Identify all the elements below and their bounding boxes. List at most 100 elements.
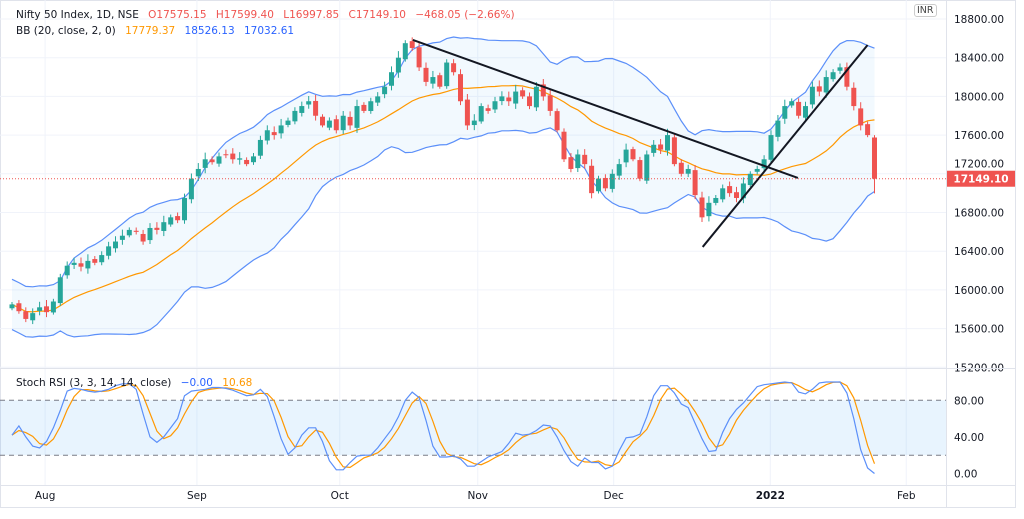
bb-label: BB (20, close, 2, 0) (16, 25, 116, 37)
candle-body (154, 227, 160, 230)
candle-body (161, 222, 167, 231)
candle (754, 165, 760, 175)
candle-body (216, 156, 222, 164)
stoch-d-line (11, 381, 876, 469)
time-axis-label: Nov (468, 490, 489, 502)
candle (713, 194, 719, 206)
symbol-legend: Nifty 50 Index, 1D, NSE O17575.15 H17599… (16, 9, 521, 21)
candle-body (92, 259, 98, 263)
stoch-rsi-pane[interactable] (0, 381, 946, 474)
candle-body (409, 41, 415, 49)
candle-body (340, 115, 346, 131)
candle-body (858, 108, 864, 126)
bb-upper-value: 18526.13 (184, 25, 235, 37)
candle (740, 177, 746, 204)
stoch-label: Stoch RSI (3, 3, 14, 14, close) (16, 377, 172, 389)
candle (727, 181, 733, 197)
candle-body (478, 106, 484, 122)
candle (209, 156, 215, 165)
candle (375, 92, 381, 106)
candle-body (44, 306, 49, 313)
candle-body (761, 159, 767, 169)
candle-body (589, 165, 595, 194)
candle-body (596, 178, 601, 192)
candle-body (99, 255, 105, 263)
candle-body (658, 144, 664, 150)
candle-body (816, 86, 822, 92)
candle-body (692, 170, 698, 196)
last-price-label: 17149.10 (953, 174, 1008, 186)
price-pane[interactable] (0, 36, 946, 338)
candle (616, 158, 622, 180)
candle (520, 87, 526, 99)
candle-body (209, 159, 215, 163)
candle (692, 165, 698, 200)
candle-body (837, 67, 843, 71)
candle (789, 98, 795, 108)
bb-lower-value: 17032.61 (243, 25, 295, 37)
candle (271, 126, 277, 140)
candle (816, 80, 822, 97)
candle (533, 82, 539, 112)
candle-body (554, 111, 560, 131)
candle (499, 91, 505, 106)
candle-body (575, 154, 581, 169)
candle (464, 93, 470, 130)
price-axis-label: 16000.00 (954, 285, 1004, 297)
bb-lower-line (11, 127, 875, 338)
candle (113, 236, 118, 253)
candle-body (527, 96, 532, 107)
price-axis-label: 18800.00 (954, 14, 1004, 26)
candle (651, 140, 657, 157)
candle (685, 164, 691, 178)
candle (720, 184, 726, 203)
candle-body (444, 62, 450, 87)
candle-body (471, 120, 477, 126)
candle-body (195, 168, 201, 177)
candle (119, 229, 125, 245)
candle (313, 94, 319, 121)
candle (430, 70, 436, 89)
candle (540, 78, 546, 101)
candle (195, 163, 201, 182)
candle (299, 101, 305, 117)
candle (485, 104, 491, 114)
candle-body (85, 260, 91, 269)
candle-body (678, 162, 684, 174)
candle (630, 146, 636, 162)
candle (623, 143, 629, 168)
candle (644, 150, 650, 184)
ohlc-high: H17599.40 (215, 9, 274, 21)
candle (734, 186, 739, 203)
candle (154, 222, 160, 235)
candle-body (30, 313, 36, 321)
stoch-k-value: −0.00 (180, 377, 213, 389)
candle (775, 114, 781, 142)
candle (216, 152, 222, 167)
bb-basis-line (11, 84, 875, 313)
candle (140, 229, 146, 245)
candle-body (699, 197, 705, 218)
candle-body (354, 106, 360, 128)
stoch-legend[interactable]: Stoch RSI (3, 3, 14, 14, close) −0.00 10… (16, 377, 258, 389)
candle (244, 157, 250, 167)
candle-body (789, 101, 795, 106)
candle-body (237, 158, 243, 160)
candle (99, 251, 105, 266)
bb-legend[interactable]: BB (20, close, 2, 0) 17779.37 18526.13 1… (16, 25, 300, 37)
candle-body (602, 177, 608, 189)
candle (444, 59, 450, 89)
candle (133, 227, 139, 235)
candle-body (175, 216, 181, 221)
candle (678, 159, 684, 177)
candle-body (775, 120, 781, 137)
symbol-name: Nifty 50 Index, 1D, NSE (16, 9, 139, 21)
candle-body (326, 120, 332, 128)
currency-badge[interactable]: INR (914, 4, 937, 17)
candle (251, 152, 256, 165)
candle-body (188, 178, 194, 200)
candle (575, 149, 581, 173)
candle-body (182, 197, 187, 221)
candle (223, 149, 229, 159)
